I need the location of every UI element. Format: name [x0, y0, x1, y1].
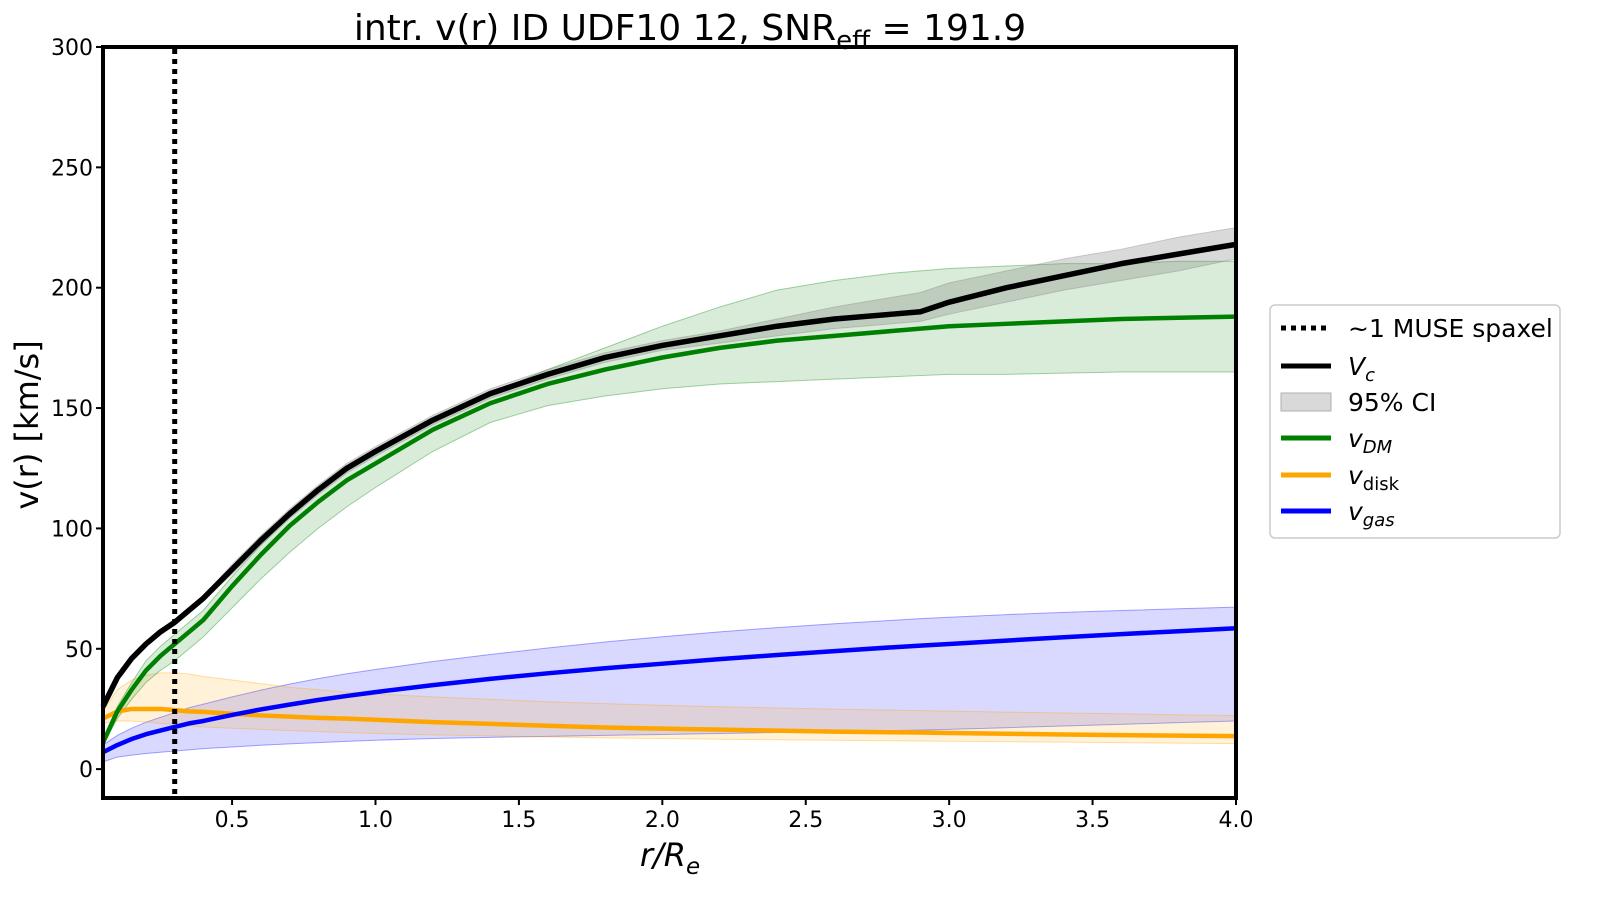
x-tick-label: 0.5: [215, 808, 250, 833]
chart-title: intr. v(r) ID UDF10 12, SNReff = 191.9: [354, 8, 1026, 56]
x-axis-label: r/Re: [640, 836, 700, 880]
legend-item: ~1 MUSE spaxel: [1281, 314, 1553, 343]
title-suffix: = 191.9: [870, 8, 1026, 49]
legend-item: Vc: [1281, 352, 1375, 386]
legend-label: vDM: [1348, 424, 1393, 458]
legend-box: [1269, 304, 1561, 539]
confidence-bands: [102, 226, 1237, 763]
x-tick-label: 4.0: [1219, 808, 1254, 833]
y-tick-label: 100: [51, 517, 93, 542]
legend-item: vDM: [1281, 424, 1393, 458]
y-tick-label: 250: [51, 156, 93, 181]
x-axis-label-subscript: e: [686, 854, 700, 880]
series-line-dm: [100, 314, 1237, 744]
legend-item: vgas: [1281, 497, 1395, 531]
y-axis-label: v(r) [km/s]: [8, 340, 46, 509]
title-subscript: eff: [836, 26, 871, 56]
x-axis-label-main: r/R: [640, 836, 686, 874]
y-axis-ticks: 0 50 100 150 200 250 300: [51, 36, 103, 783]
legend-label: vdisk: [1348, 461, 1400, 495]
x-tick-label: 1.0: [358, 808, 393, 833]
legend-item: vdisk: [1281, 461, 1400, 495]
x-tick-label: 2.5: [788, 808, 823, 833]
y-tick-label: 300: [51, 36, 93, 61]
legend-label: ~1 MUSE spaxel: [1348, 314, 1553, 343]
x-axis-ticks: 0.5 1.0 1.5 2.0 2.5 3.0 3.5 4.0: [215, 798, 1254, 833]
x-tick-label: 3.0: [932, 808, 967, 833]
x-tick-label: 3.5: [1075, 808, 1110, 833]
legend-swatch: [1280, 392, 1332, 412]
series-line-gas: [101, 626, 1237, 755]
title-prefix: intr. v(r) ID UDF10 12, SNR: [354, 8, 836, 49]
plot-frame: [101, 45, 1238, 800]
legend-label: 95% CI: [1348, 388, 1436, 417]
legend-label: Vc: [1348, 352, 1375, 386]
legend-item: 95% CI: [1280, 388, 1436, 417]
y-tick-label: 150: [51, 397, 93, 422]
x-tick-label: 1.5: [501, 808, 536, 833]
y-tick-label: 0: [79, 758, 93, 783]
y-tick-label: 200: [51, 277, 93, 302]
y-tick-label: 50: [65, 638, 93, 663]
legend-label: vgas: [1348, 497, 1395, 531]
x-tick-label: 2.0: [645, 808, 680, 833]
